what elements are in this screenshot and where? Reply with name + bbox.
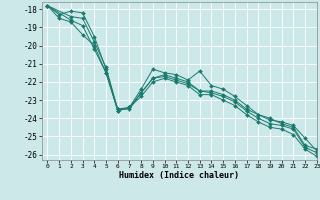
X-axis label: Humidex (Indice chaleur): Humidex (Indice chaleur) [119,171,239,180]
